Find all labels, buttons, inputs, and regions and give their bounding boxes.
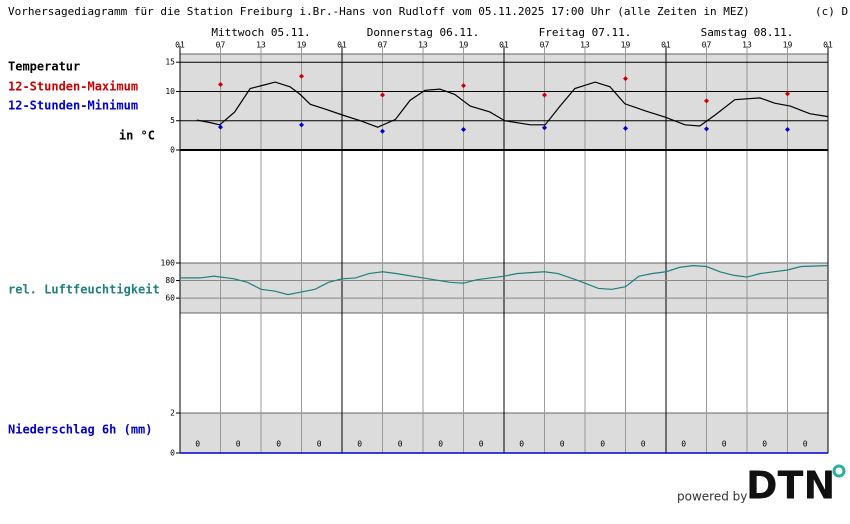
logo-dot	[832, 464, 846, 478]
x-tick-label: 19	[621, 41, 631, 50]
x-tick-label: 01	[499, 41, 509, 50]
marker	[785, 91, 790, 97]
value-label: 0	[357, 440, 362, 449]
marker	[704, 98, 709, 104]
value-label: 0	[479, 440, 484, 449]
value-label: 0	[641, 440, 646, 449]
series-label: rel. Luftfeuchtigkeit	[8, 283, 160, 297]
unit-label: in °C	[119, 129, 155, 143]
x-tick-label: 01	[661, 41, 671, 50]
value-label: 0	[560, 440, 565, 449]
value-label: 0	[803, 440, 808, 449]
value-label: 0	[195, 440, 200, 449]
copyright: (c) D	[815, 5, 848, 18]
series-label: Niederschlag 6h (mm)	[8, 423, 153, 437]
day-label: Freitag 07.11.	[539, 26, 632, 39]
x-tick-label: 13	[418, 41, 428, 50]
x-tick-label: 13	[580, 41, 590, 50]
x-tick-label: 07	[378, 41, 388, 50]
y-tick-label: 5	[170, 116, 175, 125]
marker	[542, 92, 547, 98]
y-tick-label: 80	[165, 276, 175, 285]
y-tick-label: 2	[170, 409, 175, 418]
marker	[461, 127, 466, 133]
series-line	[180, 265, 829, 296]
value-label: 0	[276, 440, 281, 449]
value-label: 0	[236, 440, 241, 449]
marker	[623, 76, 628, 82]
y-tick-label: 10	[165, 87, 175, 96]
series-line	[196, 81, 829, 128]
y-tick-label: 100	[161, 259, 176, 268]
day-label: Donnerstag 06.11.	[367, 26, 480, 39]
y-tick-label: 60	[165, 294, 175, 303]
x-tick-label: 01	[175, 41, 185, 50]
value-label: 0	[681, 440, 686, 449]
value-label: 0	[722, 440, 727, 449]
y-tick-label: 0	[170, 146, 175, 155]
marker	[380, 128, 385, 134]
value-label: 0	[519, 440, 524, 449]
x-tick-label: 19	[459, 41, 469, 50]
marker	[542, 125, 547, 131]
x-tick-label: 01	[823, 41, 833, 50]
marker	[785, 127, 790, 133]
series-label: 12-Stunden-Maximum	[8, 80, 138, 94]
powered-by: powered by	[677, 490, 747, 504]
x-tick-label: 19	[783, 41, 793, 50]
value-label: 0	[438, 440, 443, 449]
x-tick-label: 07	[216, 41, 226, 50]
x-tick-label: 13	[256, 41, 266, 50]
marker	[299, 122, 304, 128]
x-tick-label: 13	[742, 41, 752, 50]
value-label: 0	[317, 440, 322, 449]
marker	[380, 92, 385, 98]
series-label: 12-Stunden-Minimum	[8, 99, 138, 113]
x-tick-label: 01	[337, 41, 347, 50]
day-label: Mittwoch 05.11.	[211, 26, 310, 39]
y-tick-label: 15	[165, 58, 175, 67]
y-tick-label: 0	[170, 449, 175, 458]
logo: DTN	[746, 464, 835, 508]
value-label: 0	[762, 440, 767, 449]
x-tick-label: 07	[702, 41, 712, 50]
marker	[704, 126, 709, 132]
x-tick-label: 07	[540, 41, 550, 50]
series-label: Temperatur	[8, 60, 80, 74]
value-label: 0	[600, 440, 605, 449]
marker	[218, 124, 223, 130]
marker	[461, 83, 466, 89]
day-label: Samstag 08.11.	[701, 26, 794, 39]
title: Vorhersagediagramm für die Station Freib…	[8, 5, 750, 18]
marker	[623, 125, 628, 131]
x-tick-label: 19	[297, 41, 307, 50]
marker	[218, 81, 223, 87]
marker	[299, 73, 304, 79]
value-label: 0	[398, 440, 403, 449]
